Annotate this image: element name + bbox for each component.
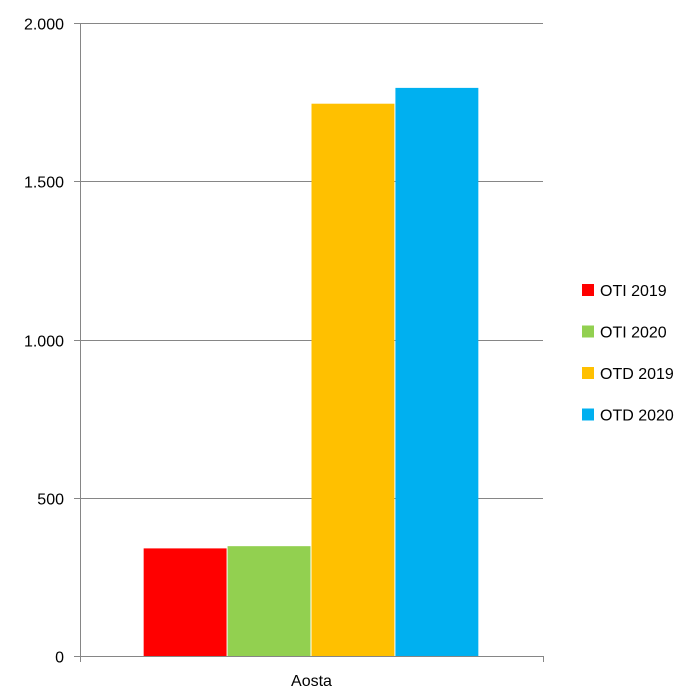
bar-otd-2020 bbox=[395, 87, 479, 656]
legend-swatch bbox=[582, 367, 594, 379]
legend-item: OTD 2020 bbox=[582, 408, 674, 425]
x-tick-label: Aosta bbox=[291, 673, 332, 690]
legend-swatch bbox=[582, 325, 594, 338]
legend-label: OTI 2019 bbox=[600, 283, 667, 300]
y-tick-labels: 0 500 1.000 1.500 2.000 bbox=[24, 17, 64, 667]
legend: OTI 2019 OTI 2020 OTD 2019 OTD 2020 bbox=[582, 283, 674, 425]
y-tick-label: 1.500 bbox=[24, 175, 64, 192]
y-tick-label: 1.000 bbox=[24, 334, 64, 351]
y-tick-label: 500 bbox=[37, 492, 64, 509]
legend-swatch bbox=[582, 284, 594, 296]
legend-label: OTD 2020 bbox=[600, 408, 674, 425]
legend-label: OTI 2020 bbox=[600, 325, 667, 342]
axes bbox=[74, 23, 544, 662]
y-tick-label: 2.000 bbox=[24, 17, 64, 34]
bars bbox=[143, 87, 479, 656]
bar-oti-2020 bbox=[227, 546, 311, 656]
legend-item: OTD 2019 bbox=[582, 366, 674, 383]
bar-otd-2019 bbox=[311, 103, 395, 656]
legend-label: OTD 2019 bbox=[600, 366, 674, 383]
x-tick-labels: Aosta bbox=[291, 673, 332, 690]
bar-oti-2019 bbox=[143, 548, 227, 656]
legend-item: OTI 2019 bbox=[582, 283, 667, 300]
legend-item: OTI 2020 bbox=[582, 325, 667, 342]
legend-swatch bbox=[582, 408, 594, 421]
y-tick-label: 0 bbox=[55, 650, 64, 667]
